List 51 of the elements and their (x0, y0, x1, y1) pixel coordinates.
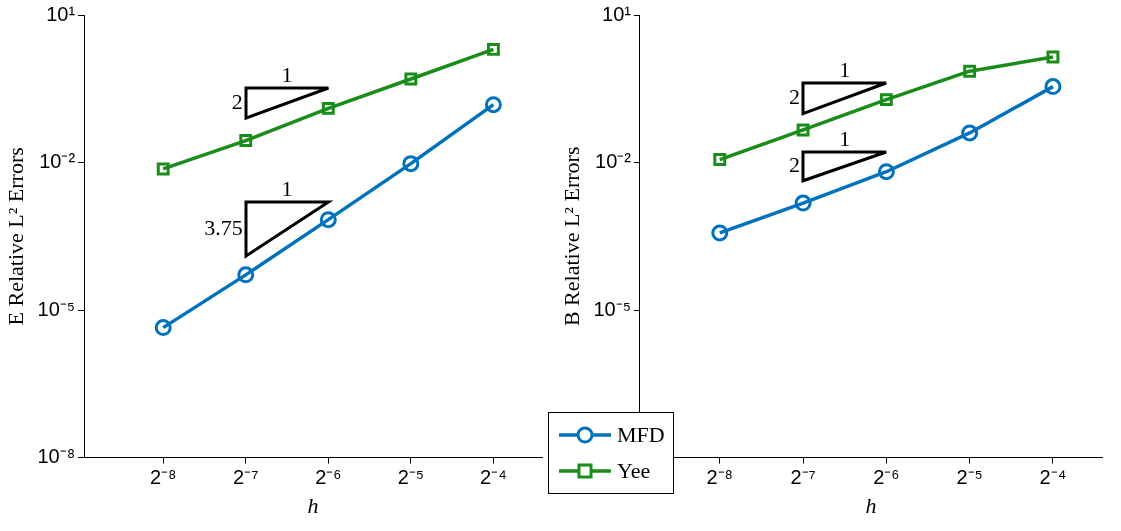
x-tick-label: 2⁻⁴ (1039, 466, 1067, 489)
point (796, 123, 810, 137)
point (877, 163, 895, 181)
x-tick-label: 2⁻⁷ (790, 466, 816, 489)
point (486, 42, 500, 56)
y-axis-title: B Relative L² Errors (558, 146, 584, 327)
point (1046, 50, 1060, 64)
point (404, 72, 418, 86)
x-tick-label: 2⁻⁸ (149, 466, 177, 489)
point (879, 93, 893, 107)
annotation: 1 (839, 56, 851, 82)
y-tick-label: 10⁻⁸ (37, 445, 76, 468)
y-tick-label: 10¹ (602, 2, 632, 25)
point (711, 224, 729, 242)
point (713, 153, 727, 166)
annotation: 1 (281, 62, 293, 88)
y-tick-label: 10⁻⁵ (593, 297, 631, 320)
legend-label: Yee (617, 458, 651, 484)
annotation: 2 (789, 152, 801, 178)
x-tick-label: 2⁻⁵ (397, 466, 425, 489)
point (154, 319, 172, 337)
x-tick-label: 2⁻⁸ (706, 466, 734, 489)
y-tick-label: 10⁻⁵ (37, 297, 76, 320)
point (402, 155, 420, 173)
x-tick-label: 2⁻⁶ (315, 466, 342, 489)
x-tick-label: 2⁻⁴ (480, 466, 507, 489)
point (321, 101, 335, 115)
point (484, 96, 502, 114)
point (963, 64, 977, 78)
x-tick-label: 2⁻⁵ (956, 466, 983, 489)
y-tick-label: 10¹ (46, 2, 76, 25)
x-axis-title: h (865, 492, 877, 518)
point (237, 266, 255, 284)
annotation: 1 (281, 176, 293, 201)
annotation: 2 (231, 89, 243, 115)
point (319, 211, 337, 229)
point (156, 162, 170, 176)
point (1044, 78, 1062, 96)
legend-label: MFD (617, 422, 665, 448)
x-axis-title: h (307, 492, 319, 518)
y-tick-label: 10⁻² (595, 150, 632, 173)
y-axis-title: E Relative L² Errors (2, 147, 28, 326)
point (961, 124, 979, 142)
annotation: 2 (789, 84, 801, 110)
y-tick-label: 10⁻² (39, 150, 76, 173)
annotation: 1 (839, 125, 851, 151)
x-tick-label: 2⁻⁶ (873, 466, 900, 489)
x-tick-label: 2⁻⁷ (233, 466, 259, 489)
point (794, 194, 812, 212)
point (239, 134, 253, 147)
annotation: 3.75 (204, 215, 243, 240)
